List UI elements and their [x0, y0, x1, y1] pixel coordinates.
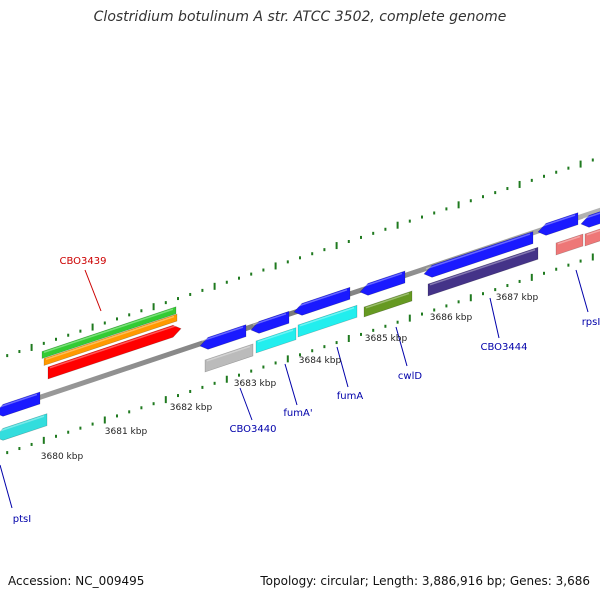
gene-label[interactable]: fumA' — [283, 408, 312, 419]
gene-fumA-prime[interactable] — [250, 310, 290, 334]
cds-rpsI[interactable] — [584, 226, 600, 247]
cds-cbo3444-shine — [429, 249, 536, 286]
gene-label[interactable]: cwlD — [398, 371, 422, 382]
cds-rpsI-shine — [586, 229, 600, 236]
gene-rpsI[interactable] — [537, 212, 579, 236]
gene-label[interactable]: CBO3444 — [481, 342, 528, 353]
feature-layer — [0, 208, 600, 441]
leader-line — [395, 326, 408, 367]
gene-rpsI-shine — [582, 212, 600, 220]
gene-fumA-shine — [295, 289, 348, 308]
cds-cwlD-shine — [365, 292, 410, 309]
gene-fumA[interactable] — [293, 286, 351, 316]
cds-fumA-prime-shine — [257, 329, 294, 343]
kbp-label: 3682 kbp — [170, 403, 213, 413]
gene-cwlD[interactable] — [359, 270, 406, 296]
kbp-label: 3683 kbp — [234, 379, 277, 389]
inner-tick-track — [6, 253, 594, 455]
leader-line — [239, 387, 253, 421]
gene-cbo3439-shine — [43, 308, 174, 354]
leader-line — [336, 346, 349, 388]
misc-cbo3439[interactable] — [43, 313, 178, 366]
kbp-label: 3685 kbp — [365, 334, 408, 344]
gene-cbo3440-shine — [201, 326, 244, 342]
cds-cbo3439-shine — [49, 324, 179, 369]
gene-label[interactable]: ptsI — [13, 514, 31, 525]
cds-fumA-shine — [299, 307, 355, 327]
kbp-label: 3684 kbp — [299, 356, 342, 366]
kbp-labels: 3680 kbp 3681 kbp 3682 kbp 3683 kbp 3684 kbp… — [41, 293, 539, 462]
leader-line — [0, 464, 13, 509]
gene-label[interactable]: CBO3440 — [230, 424, 277, 435]
gene-cwlD-shine — [361, 272, 403, 288]
outer-tick-track — [6, 158, 594, 358]
cds-cbo3440-shine — [206, 345, 251, 362]
gene-label[interactable]: rpsI — [582, 317, 600, 328]
leader-line — [84, 269, 102, 312]
misc-cbo3439-shine — [45, 315, 175, 361]
topology-summary: Topology: circular; Length: 3,886,916 bp… — [260, 574, 590, 588]
accession-text: Accession: NC_009495 — [8, 574, 145, 588]
gene-fumA-prime-shine — [252, 313, 287, 326]
gene-label[interactable]: CBO3439 — [60, 256, 107, 267]
gene-label[interactable]: fumA — [337, 391, 364, 402]
cds-ptsI-shine — [0, 415, 45, 432]
gene-rpsI-shine — [539, 214, 576, 228]
cds-cbo3439[interactable] — [47, 324, 182, 380]
kbp-label: 3680 kbp — [41, 452, 84, 462]
cds-rpsI[interactable] — [555, 233, 584, 256]
gene-labels: CBO3439 CBO3440 fumA' fumA cwlD CBO3444 ptsI rp… — [13, 256, 600, 525]
gene-cbo3439[interactable] — [41, 306, 177, 359]
cds-cbo3440[interactable] — [204, 343, 254, 373]
leader-line — [575, 269, 589, 313]
leader-line — [489, 297, 500, 339]
cds-fumA[interactable] — [297, 304, 358, 338]
cds-cwlD[interactable] — [363, 290, 413, 318]
kbp-label: 3681 kbp — [105, 427, 148, 437]
gene-cbo3444-shine — [425, 233, 531, 270]
gene-cbo3444[interactable] — [423, 231, 534, 278]
cds-fumA-prime[interactable] — [255, 327, 297, 354]
gene-cbo3440[interactable] — [199, 324, 247, 350]
gene-ptsI[interactable] — [0, 391, 41, 417]
kbp-label: 3687 kbp — [496, 293, 539, 303]
cds-ptsI[interactable] — [0, 413, 48, 441]
cds-cbo3444[interactable] — [427, 246, 539, 297]
leader-line — [284, 363, 298, 406]
label-leaders — [0, 269, 589, 509]
gene-rpsI[interactable] — [580, 208, 600, 228]
cds-rpsI-shine — [557, 235, 581, 245]
map-title: Clostridium botulinum A str. ATCC 3502, … — [93, 9, 507, 25]
gene-ptsI-shine — [0, 393, 38, 408]
kbp-label: 3686 kbp — [430, 313, 473, 323]
